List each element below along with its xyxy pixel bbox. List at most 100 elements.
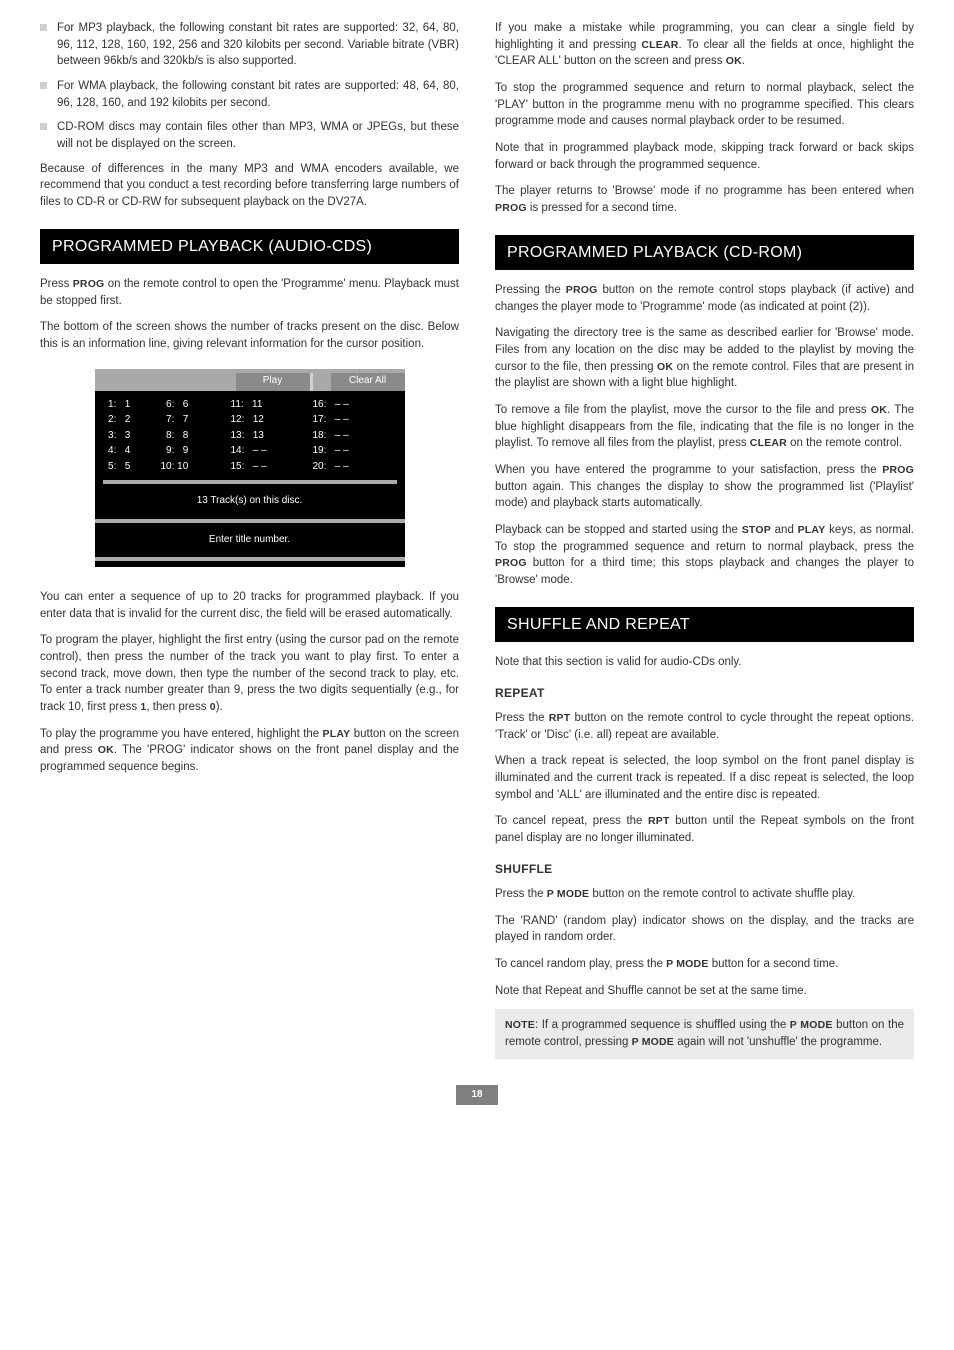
right-column: If you make a mistake while programming,… [495,20,914,1059]
section-header-shuffle: SHUFFLE AND REPEAT [495,607,914,642]
track-cell: 12: 12 [231,412,313,428]
track-grid: 1: 1 2: 2 3: 3 4: 4 5: 5 6: 6 7: 7 8: 8 … [95,391,405,485]
key-prog: PROG [495,202,527,214]
key-ok: OK [657,361,673,373]
track-cell: 6: 6 [161,397,231,413]
track-cell: 13: 13 [231,428,313,444]
text: and [771,524,798,536]
paragraph: To cancel random play, press the P MODE … [495,956,914,973]
paragraph: Note that this section is valid for audi… [495,654,914,671]
text: on the remote control. [787,437,902,449]
track-cell: 9: 9 [161,443,231,459]
paragraph: Press PROG on the remote control to open… [40,276,459,309]
track-cell: 7: 7 [161,412,231,428]
bullet-item: For MP3 playback, the following constant… [40,20,459,70]
sub-header-repeat: REPEAT [495,685,914,702]
paragraph: To cancel repeat, press the RPT button u… [495,813,914,846]
track-cell: 2: 2 [103,412,161,428]
section-header-audio: PROGRAMMED PLAYBACK (AUDIO-CDS) [40,229,459,264]
key-prog: PROG [566,284,598,296]
text: button on the remote control to activate… [589,888,855,900]
text: , then press [146,701,209,713]
paragraph: To program the player, highlight the fir… [40,632,459,715]
text: Press [40,278,73,290]
key-prog: PROG [882,464,914,476]
paragraph: Navigating the directory tree is the sam… [495,325,914,392]
bullet-icon [40,82,47,89]
bullet-icon [40,24,47,31]
key-prog: PROG [495,557,527,569]
key-pmode: P MODE [666,958,708,970]
key-rpt: RPT [648,815,670,827]
key-pmode: P MODE [632,1036,674,1048]
text: To remove a file from the playlist, move… [495,404,871,416]
track-cell: 8: 8 [161,428,231,444]
section-header-cdrom: PROGRAMMED PLAYBACK (CD-ROM) [495,235,914,270]
track-cell: 14: – – [231,443,313,459]
text: When you have entered the programme to y… [495,464,882,476]
paragraph: Note that Repeat and Shuffle cannot be s… [495,983,914,1000]
note-label: NOTE [505,1019,535,1031]
track-cell: 20: – – [313,459,349,475]
text: To cancel random play, press the [495,958,666,970]
text: again will not 'unshuffle' the programme… [674,1036,882,1048]
track-cell: 15: – – [231,459,313,475]
paragraph: When you have entered the programme to y… [495,462,914,512]
paragraph: Note that in programmed playback mode, s… [495,140,914,173]
bullet-icon [40,123,47,130]
text: Press the [495,712,549,724]
track-cell: 4: 4 [103,443,161,459]
track-cell: 3: 3 [103,428,161,444]
track-cell: 10: 10 [161,459,231,475]
intro-paragraph: Because of differences in the many MP3 a… [40,161,459,211]
key-stop: STOP [742,524,771,536]
text: Press the [495,888,547,900]
text: The player returns to 'Browse' mode if n… [495,185,914,197]
track-cell: 19: – – [313,443,349,459]
key-prog: PROG [73,278,105,290]
key-pmode: P MODE [790,1019,833,1031]
track-cell: 18: – – [313,428,349,444]
bullet-text: CD-ROM discs may contain files other tha… [57,119,459,152]
text: button for a second time. [709,958,839,970]
text: button for a third time; this stops play… [495,557,914,586]
bullet-item: CD-ROM discs may contain files other tha… [40,119,459,152]
text: Playback can be stopped and started usin… [495,524,742,536]
text: To cancel repeat, press the [495,815,648,827]
track-cell: 16: – – [313,397,349,413]
bullet-item: For WMA playback, the following constant… [40,78,459,111]
paragraph: Press the P MODE button on the remote co… [495,886,914,903]
text: is pressed for a second time. [527,202,677,214]
key-clear: CLEAR [641,39,678,51]
key-rpt: RPT [549,712,571,724]
left-column: For MP3 playback, the following constant… [40,20,459,1059]
key-clear: CLEAR [750,437,787,449]
paragraph: Pressing the PROG button on the remote c… [495,282,914,315]
programme-screenshot: Play Clear All 1: 1 2: 2 3: 3 4: 4 5: 5 [95,369,405,568]
clear-all-button[interactable]: Clear All [331,373,405,391]
track-cell: 11: 11 [231,397,313,413]
paragraph: Press the RPT button on the remote contr… [495,710,914,743]
key-play: PLAY [323,728,351,740]
paragraph: To remove a file from the playlist, move… [495,402,914,452]
tracks-info: 13 Track(s) on this disc. [95,484,405,519]
text: ). [216,701,223,713]
note-box: NOTE: If a programmed sequence is shuffl… [495,1009,914,1058]
paragraph: The player returns to 'Browse' mode if n… [495,183,914,216]
play-button[interactable]: Play [236,373,310,391]
text: To program the player, highlight the fir… [40,634,459,713]
page-number: 18 [456,1085,498,1106]
paragraph: When a track repeat is selected, the loo… [495,753,914,803]
text: : If a programmed sequence is shuffled u… [535,1019,790,1031]
key-play: PLAY [798,524,826,536]
paragraph: The 'RAND' (random play) indicator shows… [495,913,914,946]
bullet-text: For MP3 playback, the following constant… [57,20,459,70]
paragraph: The bottom of the screen shows the numbe… [40,319,459,352]
sub-header-shuffle: SHUFFLE [495,861,914,878]
paragraph: If you make a mistake while programming,… [495,20,914,70]
bullet-text: For WMA playback, the following constant… [57,78,459,111]
text: . [742,55,745,67]
paragraph: You can enter a sequence of up to 20 tra… [40,589,459,622]
text: To play the programme you have entered, … [40,728,323,740]
track-cell: 5: 5 [103,459,161,475]
